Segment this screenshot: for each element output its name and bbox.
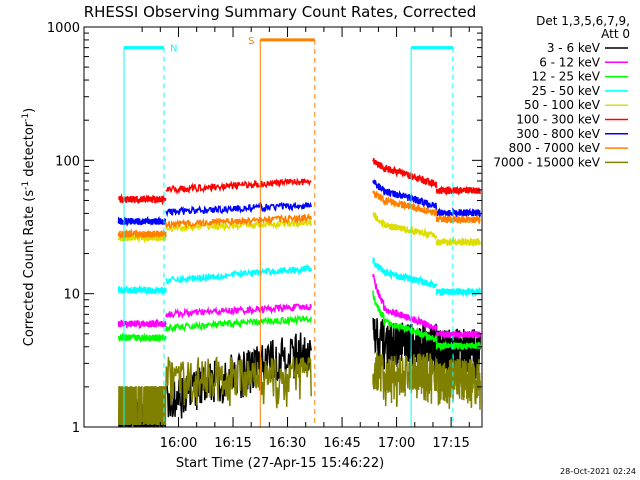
series-line — [165, 314, 312, 333]
series-line — [117, 332, 167, 344]
series-5 — [118, 157, 481, 206]
series-line — [117, 284, 167, 297]
y-label-main: Corrected Count Rate (s — [22, 190, 37, 347]
series-line — [117, 386, 167, 425]
series-line — [165, 356, 312, 409]
legend-label: 6 - 12 keV — [539, 55, 601, 69]
axis-layer: 1 10 100 1000 16:00 16:15 16:30 16:45 17:00 17:15 — [47, 21, 482, 451]
series-line — [372, 352, 438, 407]
x-tick-label: 17:15 — [432, 436, 469, 451]
series-line — [435, 185, 481, 196]
y-tick-label: 1 — [72, 421, 80, 436]
y-label-sup-2: -1 — [21, 113, 31, 122]
series-line — [165, 177, 312, 195]
legend-header-2: Att 0 — [601, 27, 630, 41]
y-label-end: ) — [22, 108, 37, 113]
legend-label: 25 - 50 keV — [532, 84, 601, 98]
plot-frame — [83, 26, 483, 428]
legend-label: 800 - 7000 keV — [509, 141, 601, 155]
marker-layer: NS — [123, 36, 454, 427]
series-1 — [117, 273, 481, 340]
y-axis-label: Corrected Count Rate (s-1 detector-1) — [21, 108, 37, 346]
series-line — [165, 213, 312, 230]
series-line — [372, 179, 438, 211]
legend-label: 7000 - 15000 keV — [493, 155, 600, 169]
series-line — [117, 228, 167, 240]
data-layer — [117, 157, 481, 427]
series-line — [435, 207, 481, 219]
series-line — [165, 201, 312, 218]
series-line — [372, 256, 438, 289]
series-line — [435, 357, 481, 410]
series-line — [117, 318, 167, 330]
night-label: N — [170, 44, 177, 55]
series-line — [435, 340, 481, 353]
y-tick-label: 100 — [55, 154, 80, 169]
series-line — [372, 190, 438, 217]
legend-label: 100 - 300 keV — [516, 113, 600, 127]
y-tick-label: 10 — [63, 288, 80, 303]
x-tick-label: 17:00 — [378, 436, 415, 451]
x-tick-label: 16:00 — [160, 436, 197, 451]
series-line — [372, 290, 438, 344]
series-line — [435, 329, 481, 340]
saa-label: S — [248, 36, 254, 47]
legend-label: 50 - 100 keV — [524, 98, 601, 112]
legend-label: 12 - 25 keV — [532, 70, 601, 84]
x-axis-label: Start Time (27-Apr-15 15:46:22) — [176, 456, 384, 471]
legend-label: 3 - 6 keV — [547, 41, 601, 55]
legend-header-1: Det 1,3,5,6,7,9, — [536, 14, 630, 28]
series-line — [435, 236, 481, 248]
series-line — [372, 157, 438, 190]
series-2 — [117, 290, 481, 353]
chart-title: RHESSI Observing Summary Count Rates, Co… — [84, 3, 477, 21]
y-label-mid: detector — [22, 121, 37, 181]
timestamp: 28-Oct-2021 02:24 — [560, 467, 636, 476]
x-tick-label: 16:30 — [269, 436, 306, 451]
x-tick-label: 16:15 — [214, 436, 251, 451]
series-line — [372, 273, 438, 332]
legend-label: 300 - 800 keV — [516, 127, 600, 141]
series-3 — [117, 256, 481, 298]
series-line — [118, 193, 167, 206]
y-tick-label: 1000 — [47, 21, 80, 36]
series-line — [372, 211, 438, 241]
series-7 — [117, 190, 481, 240]
series-line — [435, 286, 481, 298]
series-line — [165, 303, 312, 320]
series-line — [435, 215, 481, 225]
series-line — [165, 332, 312, 419]
x-tick-label: 16:45 — [323, 436, 360, 451]
series-line — [372, 317, 438, 375]
series-line — [117, 215, 167, 227]
series-6 — [117, 179, 481, 227]
y-label-sup-1: -1 — [21, 181, 31, 190]
series-line — [165, 263, 312, 286]
